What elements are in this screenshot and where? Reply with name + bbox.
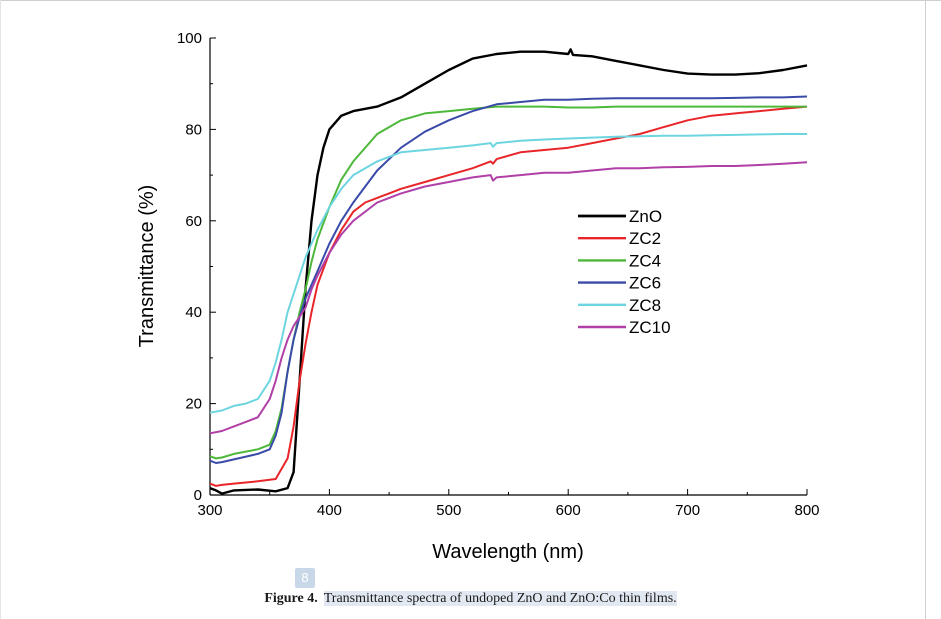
figure-caption: Figure 4. Transmittance spectra of undope… bbox=[0, 591, 941, 607]
tick-labels: 300 400 500 600 700 800 0 20 40 60 80 100 bbox=[177, 30, 820, 519]
y-tick-label: 80 bbox=[185, 121, 202, 138]
y-axis-title: Transmittance (%) bbox=[136, 185, 158, 348]
legend-label-zc6: ZC6 bbox=[629, 274, 661, 293]
figure-caption-text: Transmittance spectra of undoped ZnO and… bbox=[323, 591, 677, 606]
x-tick-label: 300 bbox=[197, 502, 222, 519]
x-tick-label: 800 bbox=[794, 502, 819, 519]
series-line-zc6 bbox=[209, 95, 808, 464]
legend-label-zno: ZnO bbox=[629, 207, 662, 226]
right-border bbox=[925, 0, 926, 619]
x-tick-label: 500 bbox=[436, 502, 461, 519]
y-tick-label: 40 bbox=[185, 304, 202, 321]
axes bbox=[209, 37, 808, 496]
legend-label-zc8: ZC8 bbox=[629, 296, 661, 315]
page-number-badge: 8 bbox=[295, 568, 315, 588]
y-tick-label: 20 bbox=[185, 396, 202, 413]
series-line-zc2 bbox=[209, 105, 808, 487]
series-lines bbox=[209, 48, 808, 495]
figure-caption-label: Figure 4. bbox=[264, 591, 318, 606]
y-tick-label: 60 bbox=[185, 213, 202, 230]
series-line-zc8 bbox=[209, 133, 807, 414]
x-axis-title: Wavelength (nm) bbox=[432, 541, 584, 563]
y-tick-label: 100 bbox=[177, 30, 202, 47]
left-border bbox=[0, 0, 1, 619]
series-line-zc10 bbox=[209, 161, 808, 435]
legend-label-zc2: ZC2 bbox=[629, 229, 661, 248]
legend: ZnO ZC2 ZC4 ZC6 ZC8 ZC10 bbox=[578, 207, 671, 337]
legend-label-zc4: ZC4 bbox=[629, 251, 661, 270]
series-line-zno bbox=[209, 48, 808, 495]
top-border bbox=[0, 0, 941, 1]
series-line-zc4 bbox=[209, 105, 807, 460]
legend-label-zc10: ZC10 bbox=[629, 318, 671, 337]
x-tick-label: 600 bbox=[556, 502, 581, 519]
y-tick-label: 0 bbox=[194, 487, 202, 504]
x-tick-label: 400 bbox=[317, 502, 342, 519]
x-tick-label: 700 bbox=[675, 502, 700, 519]
